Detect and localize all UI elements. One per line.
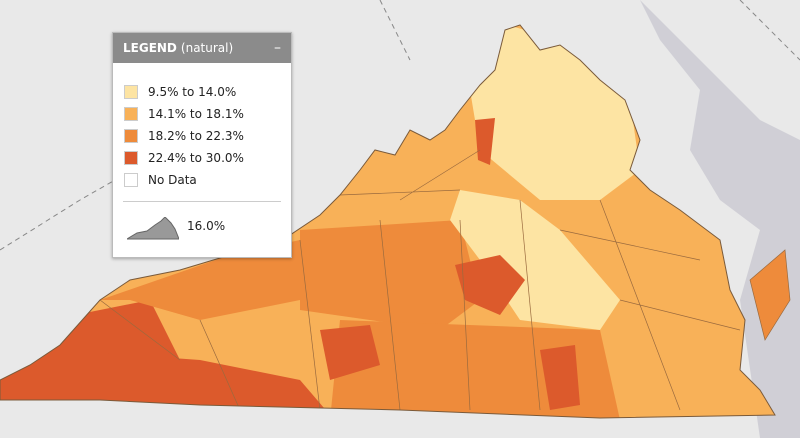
- region: [470, 25, 640, 200]
- state-value: 16.0%: [187, 219, 226, 233]
- legend-item: 18.2% to 22.3%: [124, 129, 244, 143]
- legend-label: 14.1% to 18.1%: [148, 107, 244, 121]
- collapse-button[interactable]: –: [274, 40, 281, 56]
- legend-item: No Data: [124, 173, 197, 187]
- legend-header[interactable]: LEGEND (natural) –: [113, 33, 291, 63]
- water: [640, 0, 800, 438]
- swatch: [124, 85, 138, 99]
- region: [450, 190, 620, 330]
- legend-label: 9.5% to 14.0%: [148, 85, 237, 99]
- swatch: [124, 173, 138, 187]
- swatch: [124, 129, 138, 143]
- legend-label: 22.4% to 30.0%: [148, 151, 244, 165]
- legend-item: 14.1% to 18.1%: [124, 107, 244, 121]
- region: [475, 118, 495, 165]
- region: [455, 255, 525, 315]
- region: [540, 345, 580, 410]
- eastern-shore: [749, 249, 791, 341]
- region: [60, 350, 330, 415]
- legend-subtitle: (natural): [180, 41, 234, 55]
- legend-item: 9.5% to 14.0%: [124, 85, 236, 99]
- legend-label: No Data: [148, 173, 197, 187]
- legend: LEGEND (natural) – No Data 16.0% 9.5% to…: [112, 32, 292, 258]
- region: [320, 325, 380, 380]
- legend-title: LEGEND: [123, 41, 177, 55]
- legend-label: 18.2% to 22.3%: [148, 129, 244, 143]
- county-border: [99, 149, 741, 411]
- legend-item: 22.4% to 30.0%: [124, 151, 244, 165]
- swatch: [124, 107, 138, 121]
- separator: [123, 201, 281, 202]
- state-icon: [127, 217, 179, 240]
- region: [300, 220, 480, 330]
- region: [100, 240, 300, 320]
- swatch: [124, 151, 138, 165]
